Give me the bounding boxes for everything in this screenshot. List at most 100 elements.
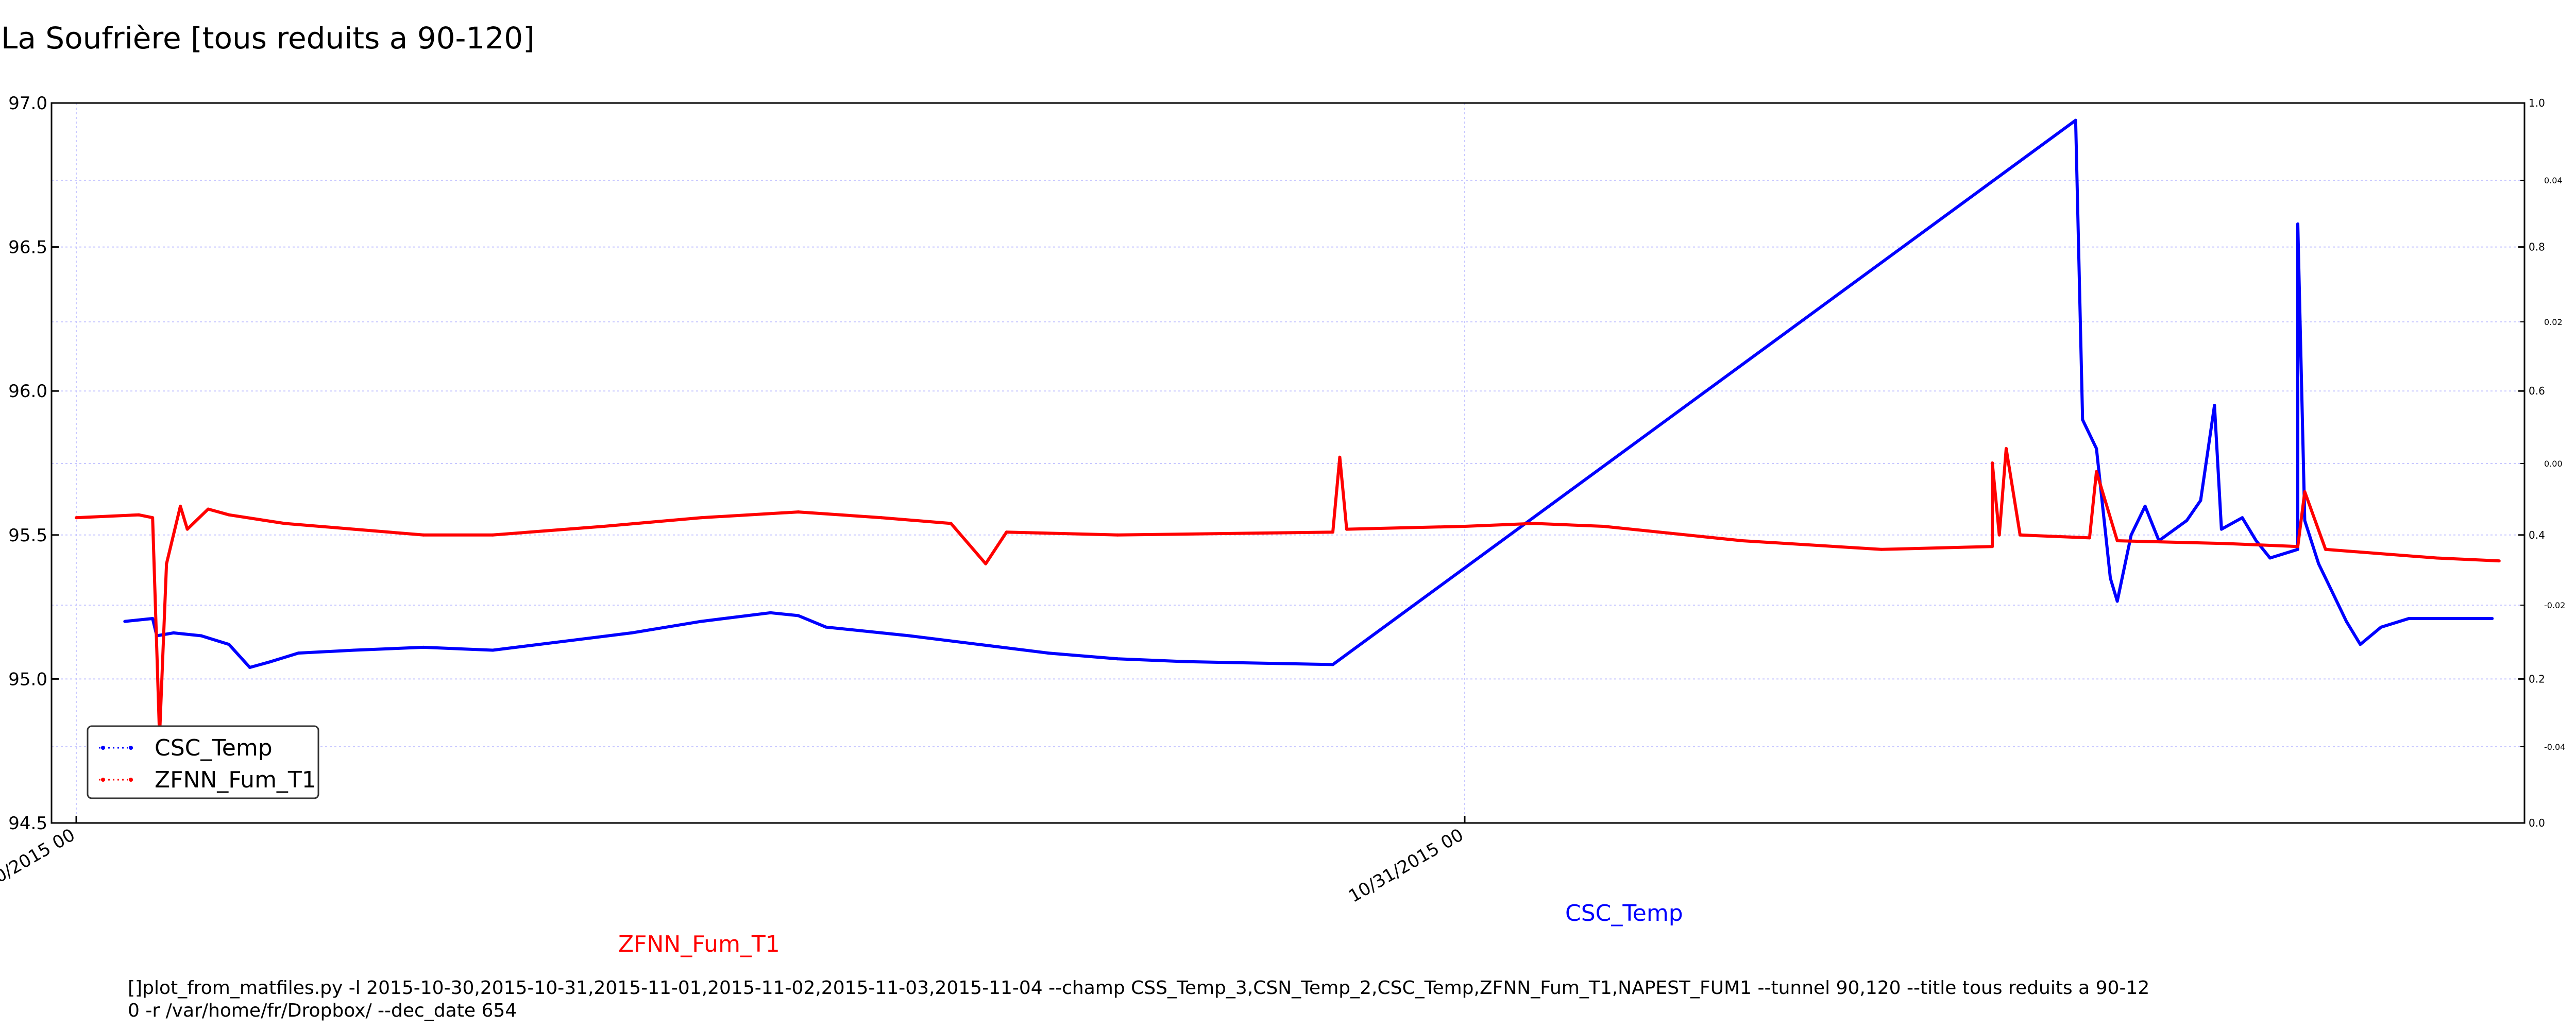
data-point (1046, 651, 1050, 655)
data-point (2359, 643, 2362, 646)
data-point (2345, 620, 2348, 623)
data-point (2219, 527, 2223, 531)
command-line-1: []plot_from_matfiles.py -l 2015-10-30,20… (128, 977, 2150, 999)
legend-label: CSC_Temp (155, 735, 273, 761)
data-point (1331, 530, 1334, 534)
y-tick-label: 95.0 (8, 669, 47, 690)
legend: CSC_Temp ZFNN_Fum_T1 (87, 725, 319, 799)
chart-title: La Soufrière [tous reduits a 90-120] (1, 21, 535, 56)
data-point (2490, 617, 2494, 620)
data-point (421, 645, 425, 649)
y-tick-label: 95.5 (8, 525, 47, 546)
data-point (2081, 418, 2084, 422)
legend-marker (101, 778, 105, 782)
data-point (491, 648, 495, 652)
data-point (2241, 516, 2244, 520)
data-point (2317, 562, 2320, 565)
data-point (984, 562, 988, 565)
legend-marker (129, 746, 133, 750)
grid-layer (52, 102, 2524, 823)
data-point (1997, 533, 2001, 537)
data-point (2296, 547, 2299, 551)
data-point (1345, 527, 1348, 531)
series-line-zfnn_fum_t1 (76, 447, 2499, 739)
y2-tick-label: 1.0 (2529, 97, 2545, 109)
data-point (602, 525, 606, 528)
data-point (908, 634, 911, 638)
data-point (2074, 118, 2077, 122)
data-point (1338, 455, 1342, 459)
data-point (2497, 559, 2501, 563)
legend-marker (129, 778, 133, 782)
data-point (2095, 470, 2098, 473)
command-text: []plot_from_matfiles.py -l 2015-10-30,20… (128, 977, 2149, 1022)
data-point (352, 648, 355, 652)
data-point (172, 631, 175, 634)
y3-tick-label: 0.02 (2544, 317, 2563, 327)
data-point (977, 643, 980, 646)
data-point (2227, 542, 2230, 545)
data-point (2115, 539, 2119, 542)
data-point (2143, 504, 2147, 508)
data-point (2019, 533, 2022, 537)
data-point (1463, 525, 1466, 528)
series-label-zfnn: ZFNN_Fum_T1 (618, 931, 780, 957)
data-point (151, 516, 155, 520)
data-point (949, 522, 953, 525)
data-point (2379, 625, 2383, 629)
data-point (137, 513, 141, 517)
data-point (1602, 525, 1605, 528)
data-point (2115, 599, 2119, 603)
y3-tick-label: -0.04 (2544, 742, 2565, 752)
data-point (207, 507, 210, 511)
data-point (824, 625, 828, 629)
x-tick-label: 10/31/2015 00 (1345, 825, 1467, 907)
y-tick-label: 97.0 (8, 93, 47, 114)
data-point (2303, 519, 2307, 522)
data-point (796, 614, 800, 617)
data-point (227, 643, 231, 646)
data-point (2331, 591, 2334, 594)
axes-layer: 97.0 96.5 96.0 95.5 95.0 94.5 1.0 0.8 0.6 0.4 0.2 0… (0, 93, 2565, 907)
data-point (561, 640, 564, 643)
data-point (699, 516, 703, 520)
y3-tick-label: 0.04 (2544, 176, 2563, 185)
data-point (2185, 519, 2189, 522)
y2-tick-label: 0.8 (2529, 241, 2545, 253)
x-tick-label: 10/30/2015 00 (0, 825, 78, 907)
y3-tick-label: -0.02 (2544, 600, 2565, 610)
data-point (227, 513, 231, 517)
data-point (1116, 657, 1120, 661)
y2-tick-label: 0.6 (2529, 385, 2545, 397)
data-point (2095, 447, 2098, 450)
data-point (283, 522, 286, 525)
data-point (2296, 545, 2299, 548)
data-point (2088, 536, 2091, 540)
data-point (2324, 547, 2327, 551)
legend-box (87, 725, 319, 799)
data-point (1991, 461, 1994, 465)
data-point (2268, 556, 2272, 560)
data-point (269, 660, 273, 663)
data-point (2435, 556, 2438, 560)
data-point (1879, 547, 1883, 551)
data-point (769, 611, 772, 614)
data-point (2407, 617, 2411, 620)
series-label-csc: CSC_Temp (1565, 900, 1683, 926)
y3-tick-label: 0.00 (2544, 459, 2563, 469)
data-point (1005, 530, 1008, 534)
series-line-csc_temp (124, 118, 2493, 669)
y2-tick-label: 0.2 (2529, 673, 2545, 685)
data-point (2109, 576, 2112, 580)
data-point (199, 634, 203, 638)
data-point (2303, 490, 2307, 493)
data-point (75, 516, 78, 520)
data-point (248, 666, 251, 669)
data-point (123, 620, 127, 623)
data-point (880, 516, 884, 520)
command-line-2: 0 -r /var/home/fr/Dropbox/ --dec_date 65… (128, 1000, 517, 1021)
legend-marker (101, 746, 105, 750)
data-point (352, 527, 355, 531)
y2-tick-label: 0.0 (2529, 817, 2545, 829)
y-tick-label: 96.0 (8, 381, 47, 402)
